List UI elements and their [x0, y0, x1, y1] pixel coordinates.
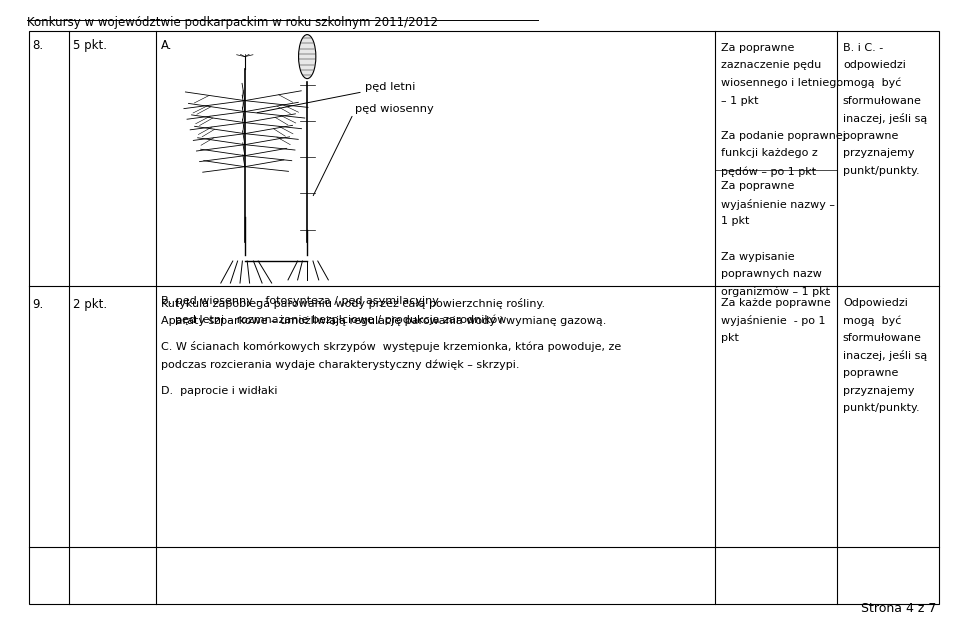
- Text: punkt/punkty.: punkt/punkty.: [843, 403, 920, 413]
- Text: Konkursy w województwie podkarpackim w roku szkolnym 2011/2012: Konkursy w województwie podkarpackim w r…: [27, 16, 438, 29]
- Text: Kutykula zapobiega parowaniu wody przez całą powierzchnię rośliny.: Kutykula zapobiega parowaniu wody przez …: [161, 298, 545, 308]
- Text: Odpowiedzi: Odpowiedzi: [843, 298, 908, 308]
- Text: 8.: 8.: [33, 39, 44, 52]
- Text: 1 pkt: 1 pkt: [721, 216, 750, 226]
- Text: wiosennego i letniego: wiosennego i letniego: [721, 78, 843, 88]
- Text: 2 pkt.: 2 pkt.: [73, 298, 108, 311]
- Text: Za każde poprawne: Za każde poprawne: [721, 298, 830, 308]
- Text: pęd letni: pęd letni: [365, 82, 415, 92]
- Text: punkt/punkty.: punkt/punkty.: [843, 166, 920, 176]
- Text: funkcji każdego z: funkcji każdego z: [721, 148, 818, 159]
- Text: sformułowane: sformułowane: [843, 96, 922, 106]
- Text: inaczej, jeśli są: inaczej, jeśli są: [843, 113, 927, 124]
- Text: wyjaśnienie nazwy –: wyjaśnienie nazwy –: [721, 199, 835, 209]
- Text: podczas rozcierania wydaje charakterystyczny dźwięk – skrzypi.: podczas rozcierania wydaje charakterysty…: [161, 360, 519, 370]
- Text: B. pęd wiosenny – fotosynteza / pęd asymilacyjny: B. pęd wiosenny – fotosynteza / pęd asym…: [161, 296, 439, 306]
- Text: poprawne: poprawne: [843, 368, 899, 378]
- Text: pędów – po 1 pkt: pędów – po 1 pkt: [721, 166, 816, 177]
- Text: przyznajemy: przyznajemy: [843, 148, 914, 159]
- Text: 5 pkt.: 5 pkt.: [73, 39, 107, 52]
- Text: D.  paprocie i widłaki: D. paprocie i widłaki: [161, 386, 277, 396]
- Text: Za wypisanie: Za wypisanie: [721, 252, 795, 262]
- Text: A.: A.: [161, 39, 173, 52]
- Text: organizmów – 1 pkt: organizmów – 1 pkt: [721, 287, 830, 298]
- Text: mogą  być: mogą być: [843, 78, 901, 89]
- Text: C. W ścianach komórkowych skrzypów  występuje krzemionka, która powoduje, ze: C. W ścianach komórkowych skrzypów wystę…: [161, 341, 621, 352]
- Text: B. i C. -: B. i C. -: [843, 43, 883, 53]
- Ellipse shape: [299, 35, 316, 79]
- Text: przyznajemy: przyznajemy: [843, 386, 914, 396]
- Text: sformułowane: sformułowane: [843, 333, 922, 343]
- Text: wyjaśnienie  - po 1: wyjaśnienie - po 1: [721, 315, 826, 326]
- Text: inaczej, jeśli są: inaczej, jeśli są: [843, 350, 927, 361]
- Text: zaznaczenie pędu: zaznaczenie pędu: [721, 60, 821, 70]
- Text: odpowiedzi: odpowiedzi: [843, 60, 905, 70]
- Text: Za podanie poprawnej: Za podanie poprawnej: [721, 131, 846, 141]
- Text: Za poprawne: Za poprawne: [721, 43, 794, 53]
- Text: pęd wiosenny: pęd wiosenny: [355, 104, 434, 114]
- Text: mogą  być: mogą być: [843, 315, 901, 326]
- Text: pkt: pkt: [721, 333, 739, 343]
- Text: Strona 4 z 7: Strona 4 z 7: [860, 602, 936, 615]
- Text: – 1 pkt: – 1 pkt: [721, 96, 758, 106]
- Text: pęd letni – rozmnażanie bezpłciowe / produkcja zarodników: pęd letni – rozmnażanie bezpłciowe / pro…: [161, 314, 507, 325]
- Text: Aparaty szparkowe – umożliwiają regulację parowania wody i wymianę gazową.: Aparaty szparkowe – umożliwiają regulacj…: [161, 316, 607, 326]
- Text: poprawne: poprawne: [843, 131, 899, 141]
- Text: Za poprawne: Za poprawne: [721, 181, 794, 191]
- Text: 9.: 9.: [33, 298, 44, 311]
- Text: poprawnych nazw: poprawnych nazw: [721, 269, 822, 279]
